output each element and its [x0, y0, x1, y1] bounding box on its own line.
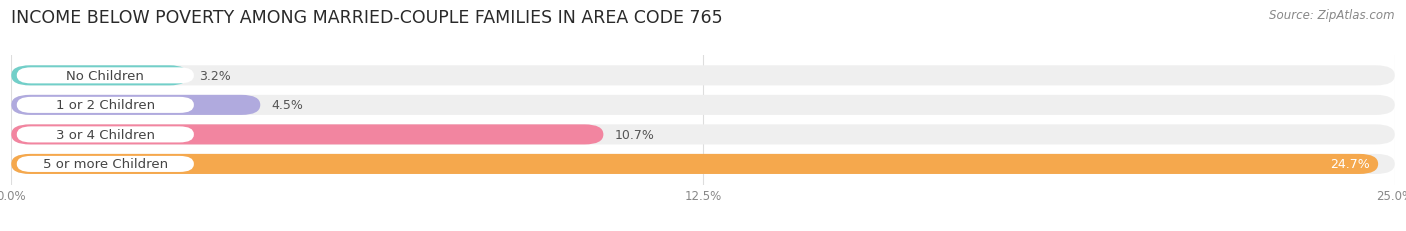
FancyBboxPatch shape [11, 66, 1395, 86]
FancyBboxPatch shape [11, 95, 260, 116]
FancyBboxPatch shape [11, 95, 1395, 116]
Text: 5 or more Children: 5 or more Children [42, 158, 167, 171]
Text: 10.7%: 10.7% [614, 128, 654, 141]
FancyBboxPatch shape [17, 127, 194, 143]
Text: 3 or 4 Children: 3 or 4 Children [56, 128, 155, 141]
FancyBboxPatch shape [11, 154, 1395, 174]
Text: 4.5%: 4.5% [271, 99, 304, 112]
Text: 3.2%: 3.2% [200, 70, 231, 82]
FancyBboxPatch shape [17, 156, 194, 172]
FancyBboxPatch shape [11, 66, 188, 86]
FancyBboxPatch shape [11, 154, 1378, 174]
Text: 24.7%: 24.7% [1330, 158, 1369, 171]
FancyBboxPatch shape [11, 125, 1395, 145]
FancyBboxPatch shape [17, 68, 194, 84]
Text: INCOME BELOW POVERTY AMONG MARRIED-COUPLE FAMILIES IN AREA CODE 765: INCOME BELOW POVERTY AMONG MARRIED-COUPL… [11, 9, 723, 27]
FancyBboxPatch shape [11, 125, 603, 145]
Text: No Children: No Children [66, 70, 145, 82]
Text: 1 or 2 Children: 1 or 2 Children [56, 99, 155, 112]
Text: Source: ZipAtlas.com: Source: ZipAtlas.com [1270, 9, 1395, 22]
FancyBboxPatch shape [17, 97, 194, 113]
